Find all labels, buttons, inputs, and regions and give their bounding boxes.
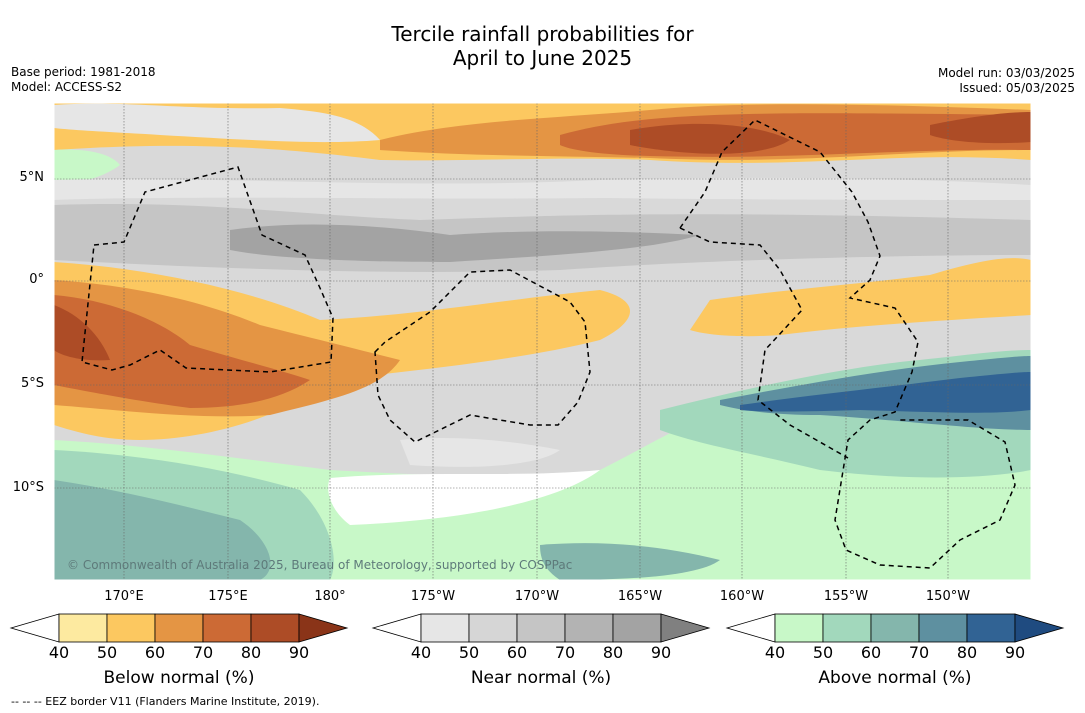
colorbar-extend-low <box>371 613 422 643</box>
lat-tick-5s: 5°S <box>20 376 44 391</box>
colorbar-extend-high <box>660 613 711 643</box>
cb-near-tick: 90 <box>650 643 672 662</box>
colorbar-segment <box>468 613 518 643</box>
copyright-text: © Commonwealth of Australia 2025, Bureau… <box>67 558 573 572</box>
probability-field <box>54 103 1031 580</box>
eez-borders <box>81 119 1016 569</box>
cb-below-label: Below normal (%) <box>103 668 255 688</box>
colorbar-segment <box>516 613 566 643</box>
colorbar-segment <box>420 613 470 643</box>
cb-below-tick: 80 <box>240 643 262 662</box>
cb-below-tick: 70 <box>192 643 214 662</box>
model-run: Model run: 03/03/2025 <box>937 66 1075 80</box>
colorbar-segment <box>250 613 300 643</box>
cb-near-tick: 40 <box>410 643 432 662</box>
cb-near-tick: 50 <box>458 643 480 662</box>
cb-above-tick: 90 <box>1004 643 1026 662</box>
lon-tick-165w: 165°W <box>617 589 663 604</box>
colorbar-extend-low <box>9 613 60 643</box>
colorbar-segment <box>202 613 252 643</box>
lat-tick-10s: 10°S <box>12 480 44 495</box>
colorbar-extend-high <box>1014 613 1065 643</box>
issued-date: Issued: 05/03/2025 <box>959 81 1075 95</box>
colorbar-near-normal <box>371 613 711 643</box>
colorbar-segment <box>106 613 156 643</box>
cb-below-tick: 60 <box>144 643 166 662</box>
colorbar-above-normal <box>725 613 1065 643</box>
cb-above-tick: 50 <box>812 643 834 662</box>
lon-tick-170e: 170°E <box>104 589 144 604</box>
colorbar-segment <box>870 613 920 643</box>
meta-right: Model run: 03/03/2025 Issued: 05/03/2025 <box>938 66 1075 96</box>
base-period: Base period: 1981-2018 <box>11 65 156 79</box>
cb-near-tick: 70 <box>554 643 576 662</box>
colorbar-segment <box>612 613 662 643</box>
colorbar-segment <box>918 613 968 643</box>
colorbar-extend-high <box>298 613 349 643</box>
lon-tick-170w: 170°W <box>514 589 560 604</box>
colorbar-segment <box>966 613 1016 643</box>
colorbar-below-normal <box>9 613 349 643</box>
model-name: Model: ACCESS-S2 <box>11 80 123 94</box>
title-line-1: Tercile rainfall probabilities for <box>391 22 694 46</box>
cb-above-tick: 40 <box>764 643 786 662</box>
lon-tick-175e: 175°E <box>208 589 248 604</box>
lon-tick-175w: 175°W <box>410 589 456 604</box>
title-line-2: April to June 2025 <box>452 46 633 70</box>
cb-near-tick: 80 <box>602 643 624 662</box>
lon-tick-155w: 155°W <box>823 589 869 604</box>
lon-tick-150w: 150°W <box>925 589 971 604</box>
cb-above-tick: 70 <box>908 643 930 662</box>
lat-tick-5n: 5°N <box>19 170 45 185</box>
cb-below-tick: 40 <box>48 643 70 662</box>
colorbar-segment <box>154 613 204 643</box>
cb-near-label: Near normal (%) <box>470 668 612 688</box>
lat-tick-0: 0° <box>29 272 44 287</box>
colorbar-segment <box>822 613 872 643</box>
cb-above-label: Above normal (%) <box>818 668 972 688</box>
cb-below-tick: 50 <box>96 643 118 662</box>
lon-tick-160w: 160°W <box>719 589 765 604</box>
cb-near-tick: 60 <box>506 643 528 662</box>
meta-left: Base period: 1981-2018 Model: ACCESS-S2 <box>11 65 156 95</box>
colorbar-segment <box>58 613 108 643</box>
cb-above-tick: 60 <box>860 643 882 662</box>
lon-tick-180: 180° <box>314 589 346 604</box>
colorbar-segment <box>564 613 614 643</box>
cb-below-tick: 90 <box>288 643 310 662</box>
eez-note: -- -- -- EEZ border V11 (Flanders Marine… <box>11 695 320 708</box>
colorbar-extend-low <box>725 613 776 643</box>
map-title: Tercile rainfall probabilities for April… <box>0 22 1085 70</box>
colorbar-segment <box>774 613 824 643</box>
cb-above-tick: 80 <box>956 643 978 662</box>
